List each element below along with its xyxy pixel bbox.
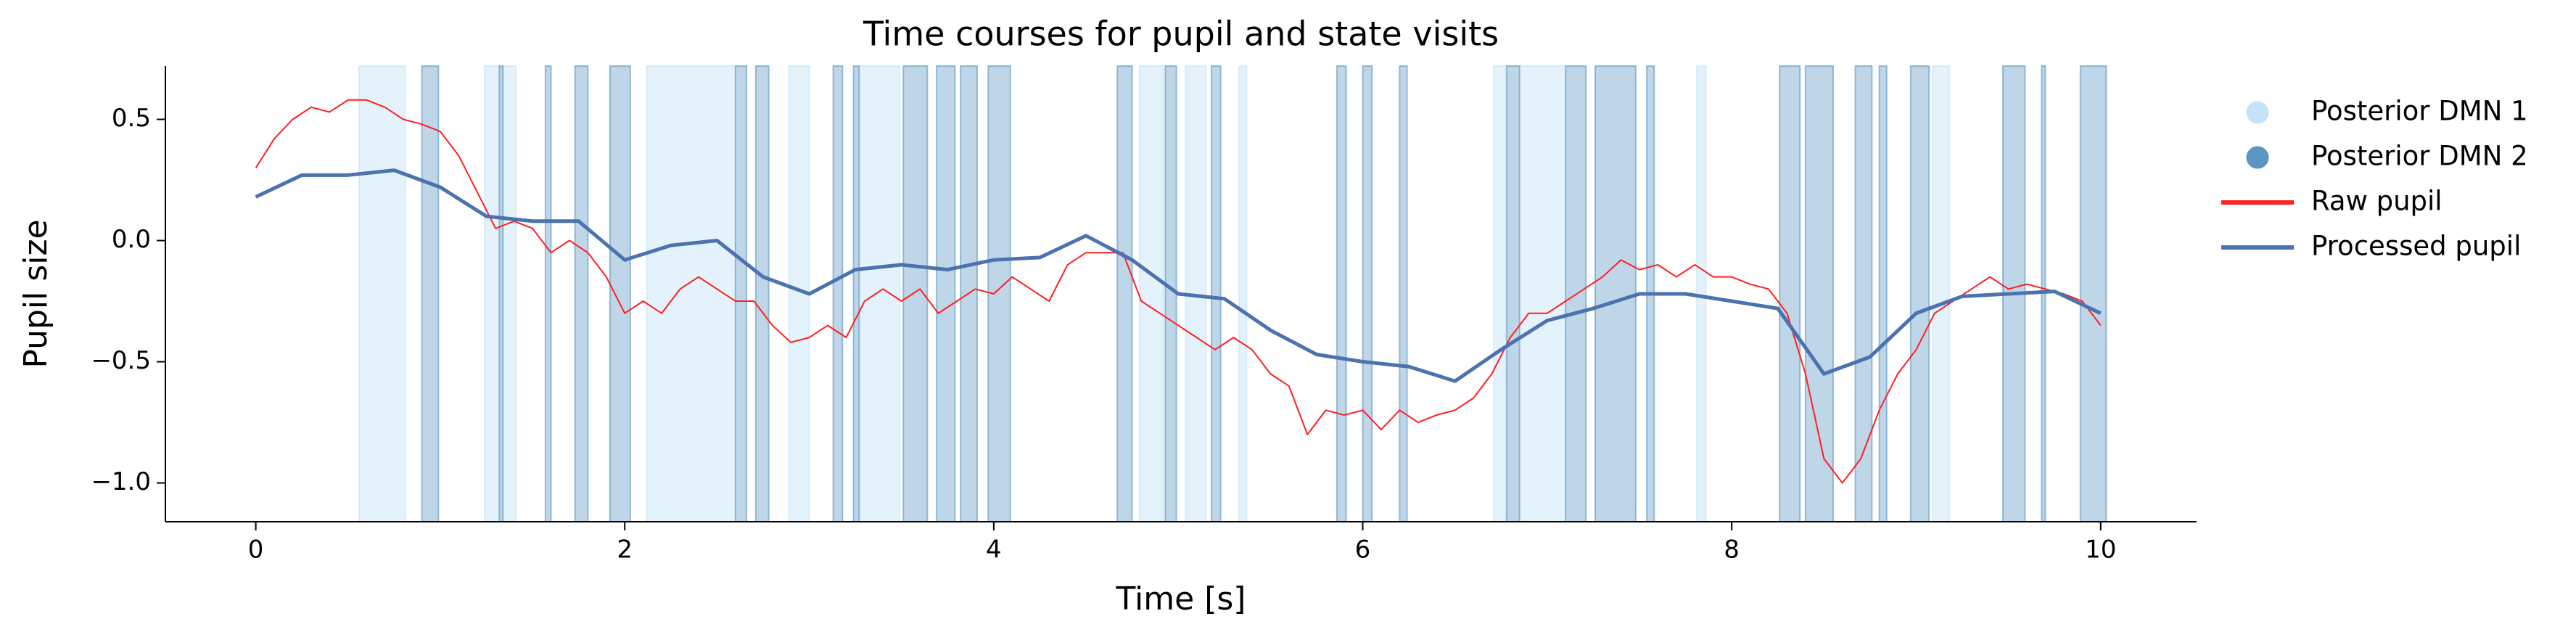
state-span [609,65,631,522]
state-span [1138,65,1164,522]
y-axis-label: Pupil size [17,219,54,368]
state-span [1695,65,1707,522]
state-span [574,65,589,522]
chart-title: Time courses for pupil and state visits [863,15,1499,54]
y-tick-label: 0.5 [112,104,151,133]
line [255,99,2102,484]
legend-label: Posterior DMN 1 [2311,96,2528,127]
state-span [754,65,770,522]
state-span [1164,65,1177,522]
state-span [1804,65,1835,522]
legend-marker [2246,146,2269,169]
state-span [1238,65,1248,522]
state-span [421,65,440,522]
x-tick-label: 6 [1355,536,1371,565]
x-tick-label: 8 [1724,536,1740,565]
state-span [1210,65,1222,522]
legend-label: Posterior DMN 2 [2311,141,2528,172]
state-span [498,65,504,522]
x-tick-label: 4 [986,536,1002,565]
x-axis-label: Time [s] [1116,580,1246,618]
state-span [1399,65,1408,522]
state-span [2079,65,2107,522]
state-span [1909,65,1930,522]
state-span [852,65,860,522]
state-span [358,65,406,522]
state-span [1116,65,1133,522]
state-span [544,65,552,522]
state-span [1878,65,1888,522]
x-tick-label: 2 [617,536,633,565]
state-span [1594,65,1637,522]
state-span [858,65,901,522]
state-span [936,65,956,522]
state-span [1505,65,1521,522]
legend-label: Raw pupil [2311,186,2443,217]
state-span [1932,65,1951,522]
state-span [734,65,748,522]
line [255,168,2102,383]
legend-marker [2246,101,2269,124]
y-tick-label: −1.0 [91,467,151,496]
state-span [1362,65,1373,522]
y-tick-label: −0.5 [91,346,151,375]
state-span [1779,65,1801,522]
x-tick-label: 10 [2085,536,2116,565]
state-span [1493,65,1567,522]
y-tick-label: 0.0 [112,225,151,254]
state-span [646,65,736,522]
state-span [832,65,844,522]
x-tick-label: 0 [248,536,264,565]
state-span [1336,65,1347,522]
legend-label: Processed pupil [2311,231,2521,262]
